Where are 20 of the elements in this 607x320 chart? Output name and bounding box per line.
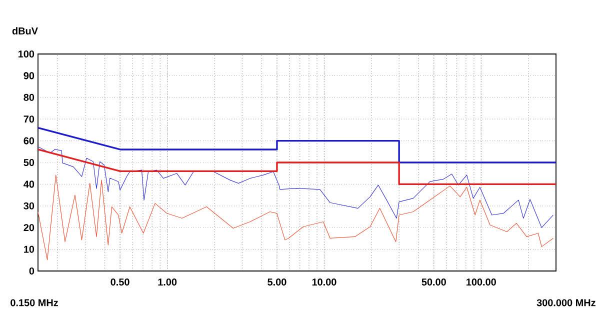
y-tick-label: 70	[24, 116, 34, 123]
x-tick-label: 1.00	[158, 278, 177, 286]
y-tick-label: 60	[24, 137, 34, 144]
text: 0.150 MHz	[10, 299, 58, 306]
y-tick-label: 100	[18, 50, 34, 58]
y-tick-label: 80	[24, 94, 34, 101]
x-tick-label: 100.00	[466, 278, 496, 286]
x-tick-label: 10.00	[312, 278, 336, 286]
y-tick-label: 50	[24, 158, 34, 166]
y-tick-label: 40	[24, 180, 34, 188]
y-tick-label: 90	[24, 72, 34, 80]
text: 300.000 MHz	[536, 299, 596, 306]
x-tick-label: 0.50	[110, 278, 130, 286]
y-tick-label: 0	[29, 267, 34, 275]
x-tick-label: 5.00	[268, 278, 286, 286]
y-tick-label: 20	[24, 224, 34, 232]
y-axis-title: dBuV	[12, 27, 38, 34]
y-tick-label: 10	[24, 246, 34, 253]
x-tick-label: 50.00	[422, 278, 446, 286]
y-tick-label: 30	[24, 202, 34, 210]
